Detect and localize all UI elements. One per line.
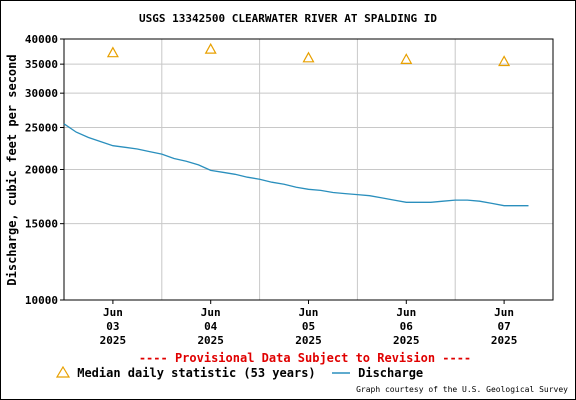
legend-median-label: Median daily statistic (53 years) (77, 366, 316, 380)
y-axis-ticks: 10000 15000 20000 25000 30000 35000 40000 (25, 33, 64, 307)
x-tick-label: Jun (396, 306, 416, 319)
median-marker (204, 42, 217, 54)
x-tick-label: 2025 (295, 334, 322, 347)
legend-item-median: Median daily statistic (53 years) (55, 365, 316, 380)
discharge-line (63, 123, 529, 207)
line-swatch-icon (331, 372, 350, 374)
x-tick-label: Jun (494, 306, 514, 319)
x-tick-label: Jun (103, 306, 123, 319)
x-tick-label: 05 (302, 320, 315, 333)
chart-title: USGS 13342500 CLEARWATER RIVER AT SPALDI… (138, 12, 437, 25)
x-axis-ticks: Jun032025Jun042025Jun052025Jun062025Jun0… (100, 300, 518, 347)
x-tick-label: 2025 (393, 334, 420, 347)
provisional-notice: ---- Provisional Data Subject to Revisio… (138, 351, 472, 365)
y-tick-label: 15000 (25, 218, 58, 231)
triangle-icon (55, 365, 71, 378)
x-tick-label: 03 (106, 320, 119, 333)
x-tick-label: 04 (204, 320, 218, 333)
grid-lines (64, 39, 553, 300)
x-tick-label: Jun (299, 306, 319, 319)
y-tick-label: 40000 (25, 33, 58, 46)
x-tick-label: 2025 (491, 334, 518, 347)
y-tick-label: 25000 (25, 121, 58, 134)
x-tick-label: 06 (400, 320, 414, 333)
y-tick-label: 35000 (25, 58, 58, 71)
x-tick-label: 2025 (197, 334, 224, 347)
legend-discharge-label: Discharge (358, 366, 424, 380)
median-marker (498, 55, 511, 67)
y-tick-label: 20000 (25, 164, 58, 177)
x-tick-label: 2025 (100, 334, 127, 347)
y-tick-label: 30000 (25, 87, 58, 100)
x-tick-label: 07 (497, 320, 510, 333)
y-tick-label: 10000 (25, 294, 58, 307)
legend-item-discharge: Discharge (331, 366, 423, 380)
x-tick-label: Jun (201, 306, 221, 319)
series-layer (63, 42, 529, 207)
credit-text: Graph courtesy of the U.S. Geological Su… (356, 385, 568, 394)
median-marker (302, 51, 315, 63)
median-marker (106, 46, 119, 58)
legend: Median daily statistic (53 years) Discha… (55, 365, 431, 380)
median-marker (400, 53, 413, 64)
